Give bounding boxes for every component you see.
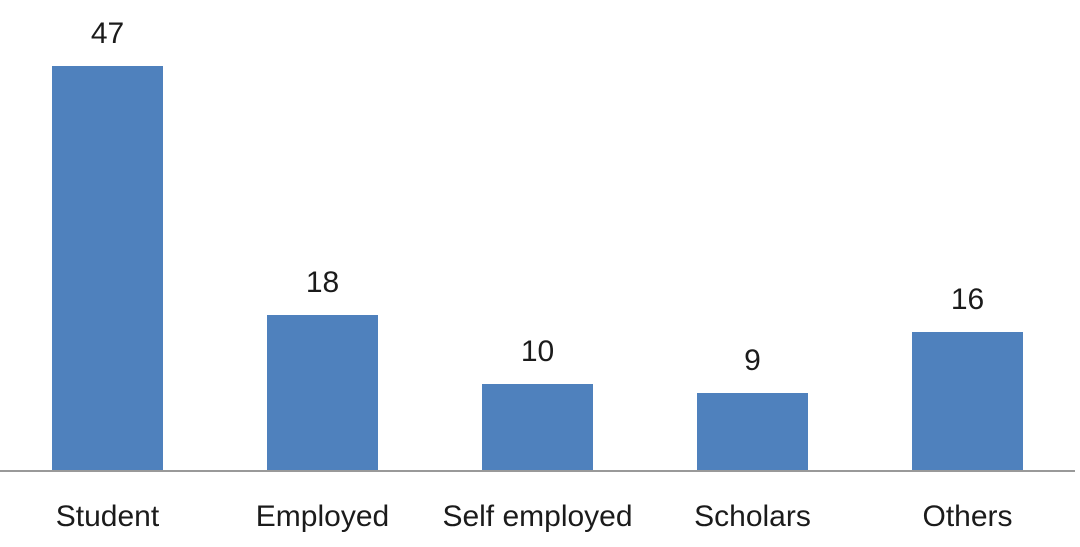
x-axis-label-self-employed: Self employed <box>442 500 633 533</box>
bar-student <box>52 66 163 470</box>
x-axis-label-others: Others <box>922 500 1013 533</box>
category-column-others: 16 <box>860 283 1075 470</box>
bar-value-label-self-employed: 10 <box>520 335 555 368</box>
category-column-self-employed: 10 <box>430 335 645 470</box>
category-column-employed: 18 <box>215 266 430 470</box>
x-axis-label-scholars: Scholars <box>694 500 811 533</box>
bar-value-label-scholars: 9 <box>744 344 761 377</box>
category-column-scholars: 9 <box>645 344 860 470</box>
bar-scholars <box>697 393 808 470</box>
bar-value-label-employed: 18 <box>305 266 340 299</box>
plot-area: 47 18 10 9 16 <box>0 17 1075 472</box>
bar-value-label-student: 47 <box>90 17 125 50</box>
x-axis-label-employed: Employed <box>255 500 390 533</box>
bar-employed <box>267 315 378 470</box>
bar-self-employed <box>482 384 593 470</box>
x-axis-label-student: Student <box>55 500 160 533</box>
x-axis-labels: Student Employed Self employed Scholars Othe… <box>0 472 1075 534</box>
bar-others <box>912 332 1023 470</box>
bar-value-label-others: 16 <box>950 283 985 316</box>
category-column-student: 47 <box>0 17 215 470</box>
